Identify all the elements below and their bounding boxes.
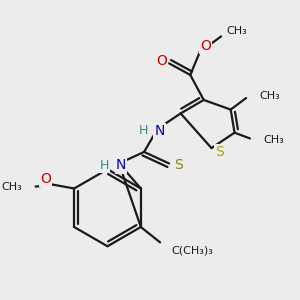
Text: CH₃: CH₃ <box>2 182 22 192</box>
Text: O: O <box>156 55 167 68</box>
Text: CH₃: CH₃ <box>260 91 280 101</box>
Text: CH₃: CH₃ <box>263 135 284 146</box>
Text: S: S <box>174 158 183 172</box>
Text: C(CH₃)₃: C(CH₃)₃ <box>172 245 214 255</box>
Text: O: O <box>40 172 51 186</box>
Text: N: N <box>116 158 126 172</box>
Text: H: H <box>100 159 110 172</box>
Text: O: O <box>200 39 211 53</box>
Text: N: N <box>154 124 165 138</box>
Text: CH₃: CH₃ <box>227 26 248 36</box>
Text: S: S <box>215 145 224 159</box>
Text: H: H <box>139 124 148 137</box>
